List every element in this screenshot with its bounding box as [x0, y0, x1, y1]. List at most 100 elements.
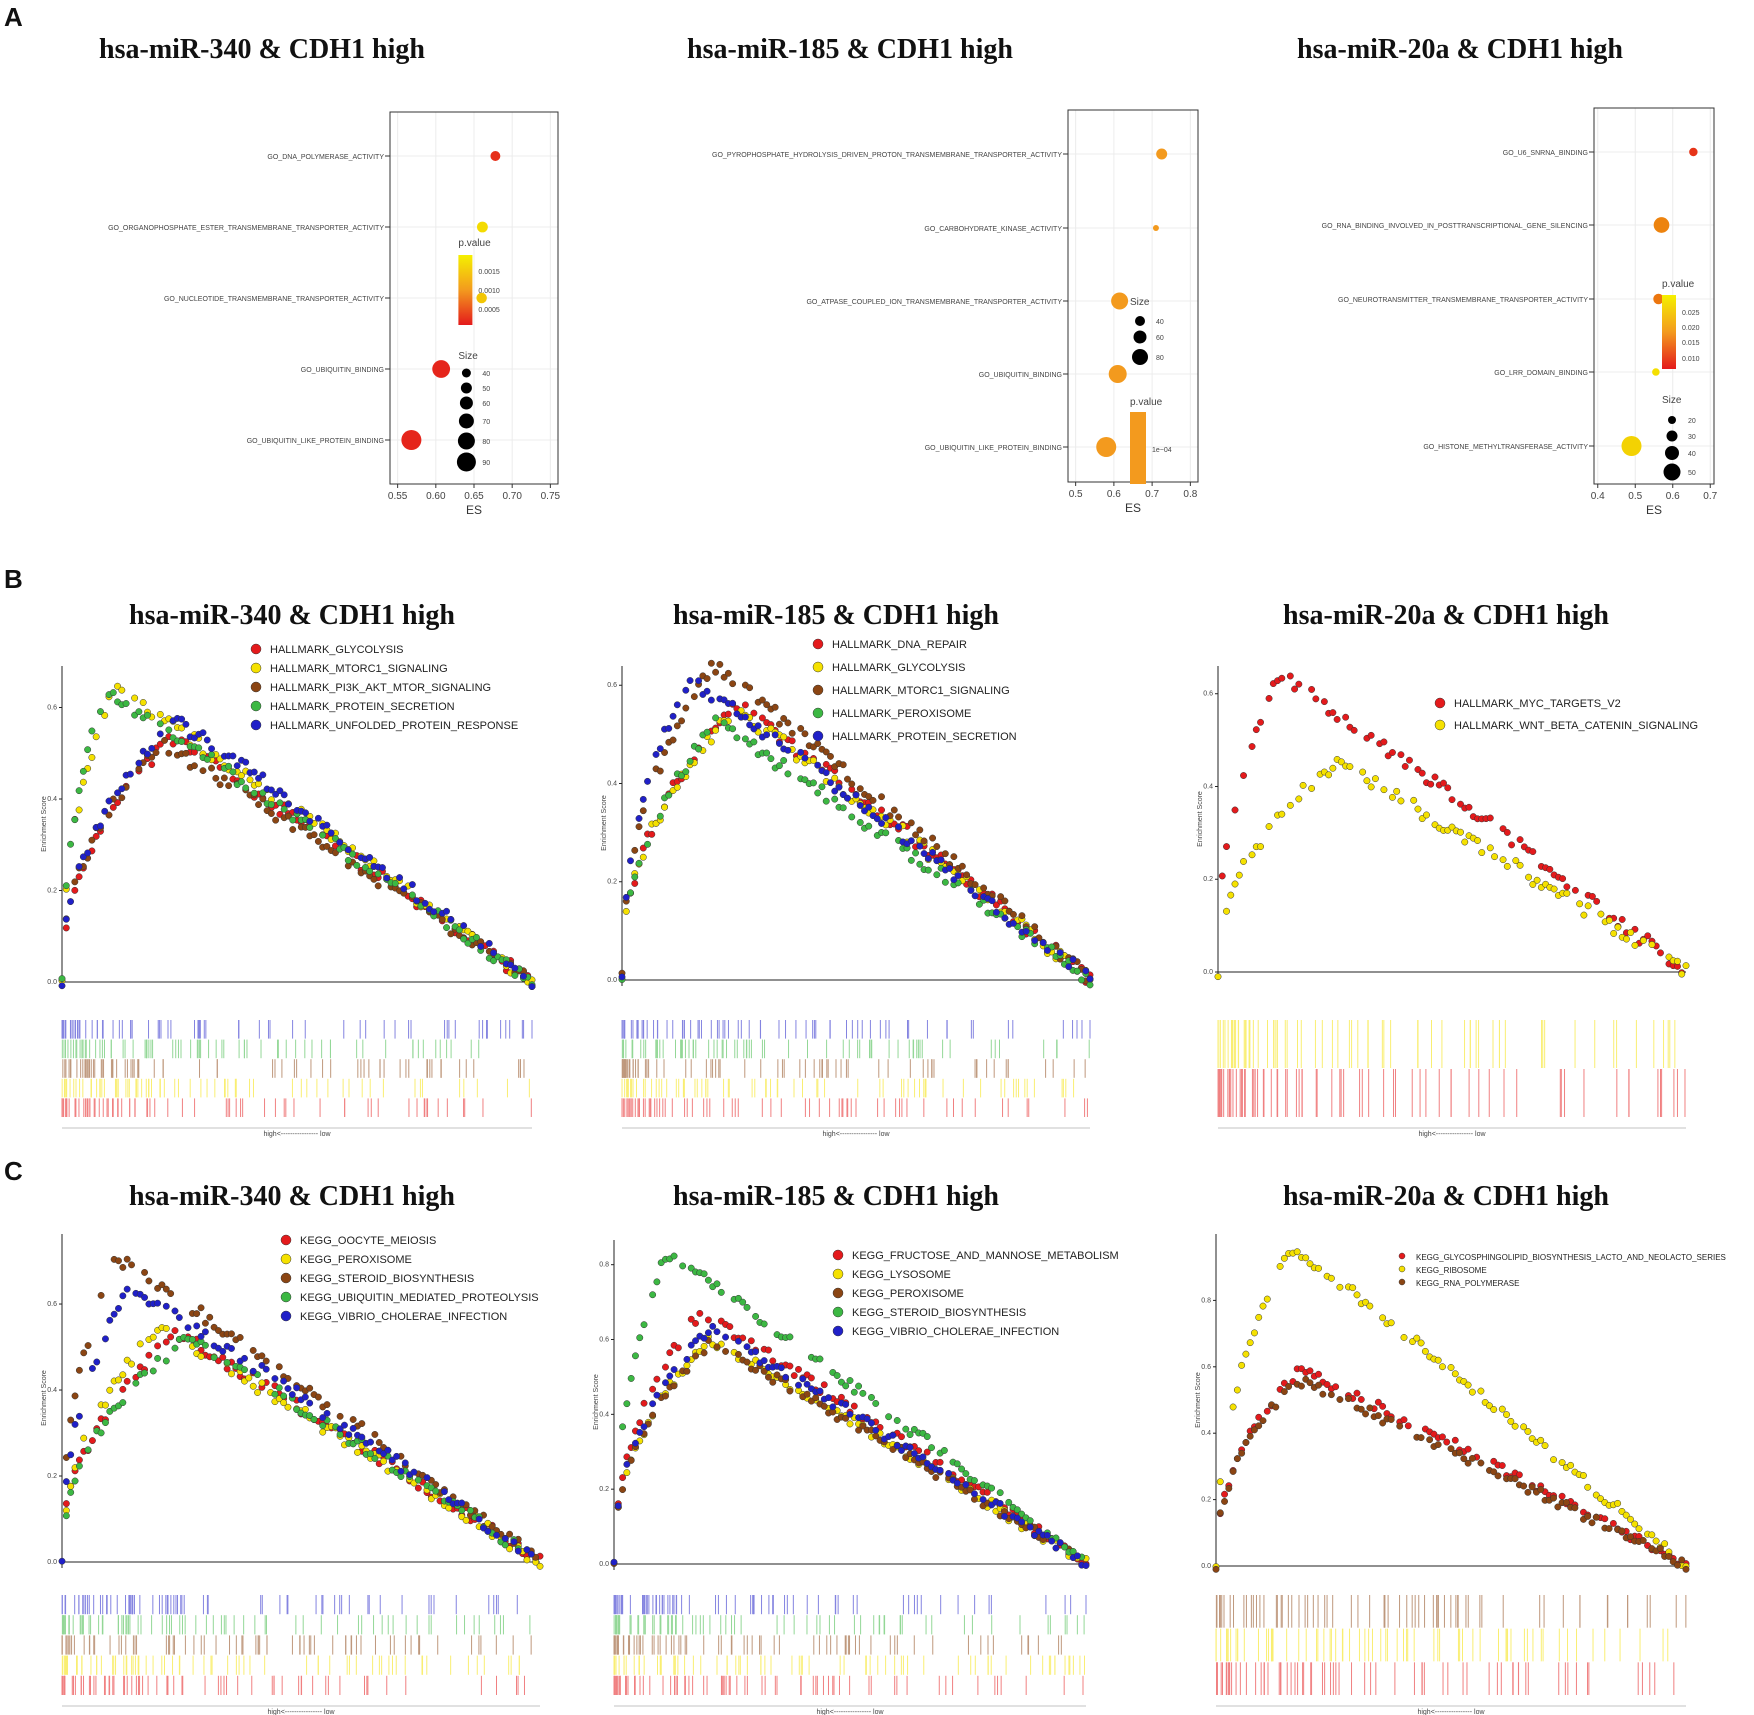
series-point: [1580, 911, 1588, 919]
series-point: [932, 1474, 940, 1482]
legend-marker: [832, 1287, 844, 1299]
series-point: [780, 757, 788, 764]
series-point: [384, 1446, 392, 1454]
series-point: [1601, 1515, 1609, 1523]
series-point: [396, 874, 403, 882]
series-point: [371, 1430, 379, 1438]
series-point: [1562, 1498, 1570, 1506]
series-point: [686, 677, 694, 684]
series-point: [280, 791, 288, 799]
series-point: [349, 850, 356, 858]
series-point: [797, 725, 805, 732]
size-legend-label: 80: [482, 439, 490, 446]
dot: [1621, 436, 1642, 456]
series-point: [1614, 1499, 1622, 1507]
series-point: [284, 1385, 292, 1392]
series-point: [700, 1349, 708, 1357]
series-point: [156, 710, 164, 718]
series-point: [1357, 1405, 1365, 1413]
series-point: [306, 817, 314, 825]
series-point: [1682, 1565, 1690, 1573]
chart-title: hsa-miR-340 & CDH1 high: [129, 600, 455, 631]
series-point: [635, 859, 643, 867]
gsea-plot-5: hsa-miR-185 & CDH1 high 0.0 0.2 0.4 0.6 0.8 En…: [593, 1181, 1119, 1715]
series-point: [345, 1431, 353, 1439]
series-point: [822, 797, 830, 805]
series-point: [1018, 1518, 1026, 1526]
series-point: [752, 1366, 760, 1374]
series-point: [536, 1562, 544, 1570]
series-point: [1465, 803, 1473, 811]
series-point: [391, 879, 399, 887]
series-point: [1248, 743, 1256, 750]
series-point: [1431, 773, 1439, 781]
series-3: [1212, 1375, 1690, 1573]
series-point: [484, 1527, 492, 1535]
series-point: [1447, 1445, 1455, 1453]
series-point: [846, 1410, 854, 1418]
legend-marker: [1398, 1252, 1406, 1260]
legend-label: HALLMARK_DNA_REPAIR: [832, 639, 967, 651]
term-label: GO_UBIQUITIN_LIKE_PROTEIN_BINDING: [925, 445, 1062, 452]
series-point: [141, 1268, 149, 1276]
series-point: [669, 712, 677, 720]
series-point: [1571, 1504, 1579, 1512]
rug-track: [61, 1039, 480, 1059]
series-point: [1503, 862, 1511, 870]
legend-marker: [812, 684, 824, 696]
series-point: [1325, 771, 1333, 779]
series-point: [1362, 1298, 1369, 1306]
series-point: [670, 1252, 678, 1260]
series-point: [1221, 1490, 1228, 1498]
series-point: [953, 1479, 961, 1487]
series-point: [1278, 810, 1286, 818]
series-point: [683, 1367, 691, 1375]
dot: [1156, 148, 1168, 160]
colorbar-label: 0.0015: [478, 269, 500, 276]
series-point: [1349, 1284, 1357, 1292]
series-point: [712, 714, 720, 722]
series-point: [1511, 1475, 1519, 1483]
series-point: [458, 1506, 466, 1514]
series-point: [1464, 1445, 1472, 1453]
series-point: [760, 1357, 768, 1365]
series-point: [936, 1466, 944, 1474]
series-2: [62, 1324, 544, 1570]
y-tick-label: 0.0: [1203, 969, 1213, 976]
series-point: [1418, 769, 1426, 777]
series-point: [1610, 929, 1618, 937]
series-point: [1332, 1383, 1340, 1391]
series-point: [109, 689, 117, 697]
series-point: [88, 1437, 96, 1445]
series-point: [272, 816, 280, 824]
series-point: [88, 836, 96, 844]
legend-marker: [280, 1291, 292, 1303]
size-legend-label: 90: [482, 460, 490, 467]
series-point: [1285, 1383, 1293, 1390]
series-2: [614, 1333, 1090, 1562]
series-point: [670, 1382, 678, 1390]
series-point: [1086, 975, 1094, 983]
series-point: [1366, 1302, 1374, 1310]
legend-marker: [250, 662, 262, 674]
legend-marker: [812, 661, 824, 673]
series-point: [1026, 1517, 1034, 1525]
legend-label: HALLMARK_MYC_TARGETS_V2: [1454, 698, 1621, 710]
series-point: [1043, 1531, 1051, 1539]
series-point: [280, 1399, 288, 1407]
term-label: GO_LRR_DOMAIN_BINDING: [1494, 370, 1588, 377]
series-point: [975, 900, 983, 908]
series-point: [1503, 829, 1511, 836]
series-point: [1052, 1544, 1060, 1552]
series-point: [682, 686, 690, 694]
series-point: [455, 926, 463, 934]
series-point: [197, 1332, 205, 1340]
legend-marker: [812, 707, 824, 719]
series-point: [75, 1456, 83, 1464]
series-point: [310, 1415, 318, 1423]
series-point: [713, 1280, 721, 1288]
series-point: [687, 1341, 695, 1349]
series-5: [58, 1285, 535, 1565]
series-point: [865, 803, 873, 811]
series-point: [907, 819, 915, 827]
